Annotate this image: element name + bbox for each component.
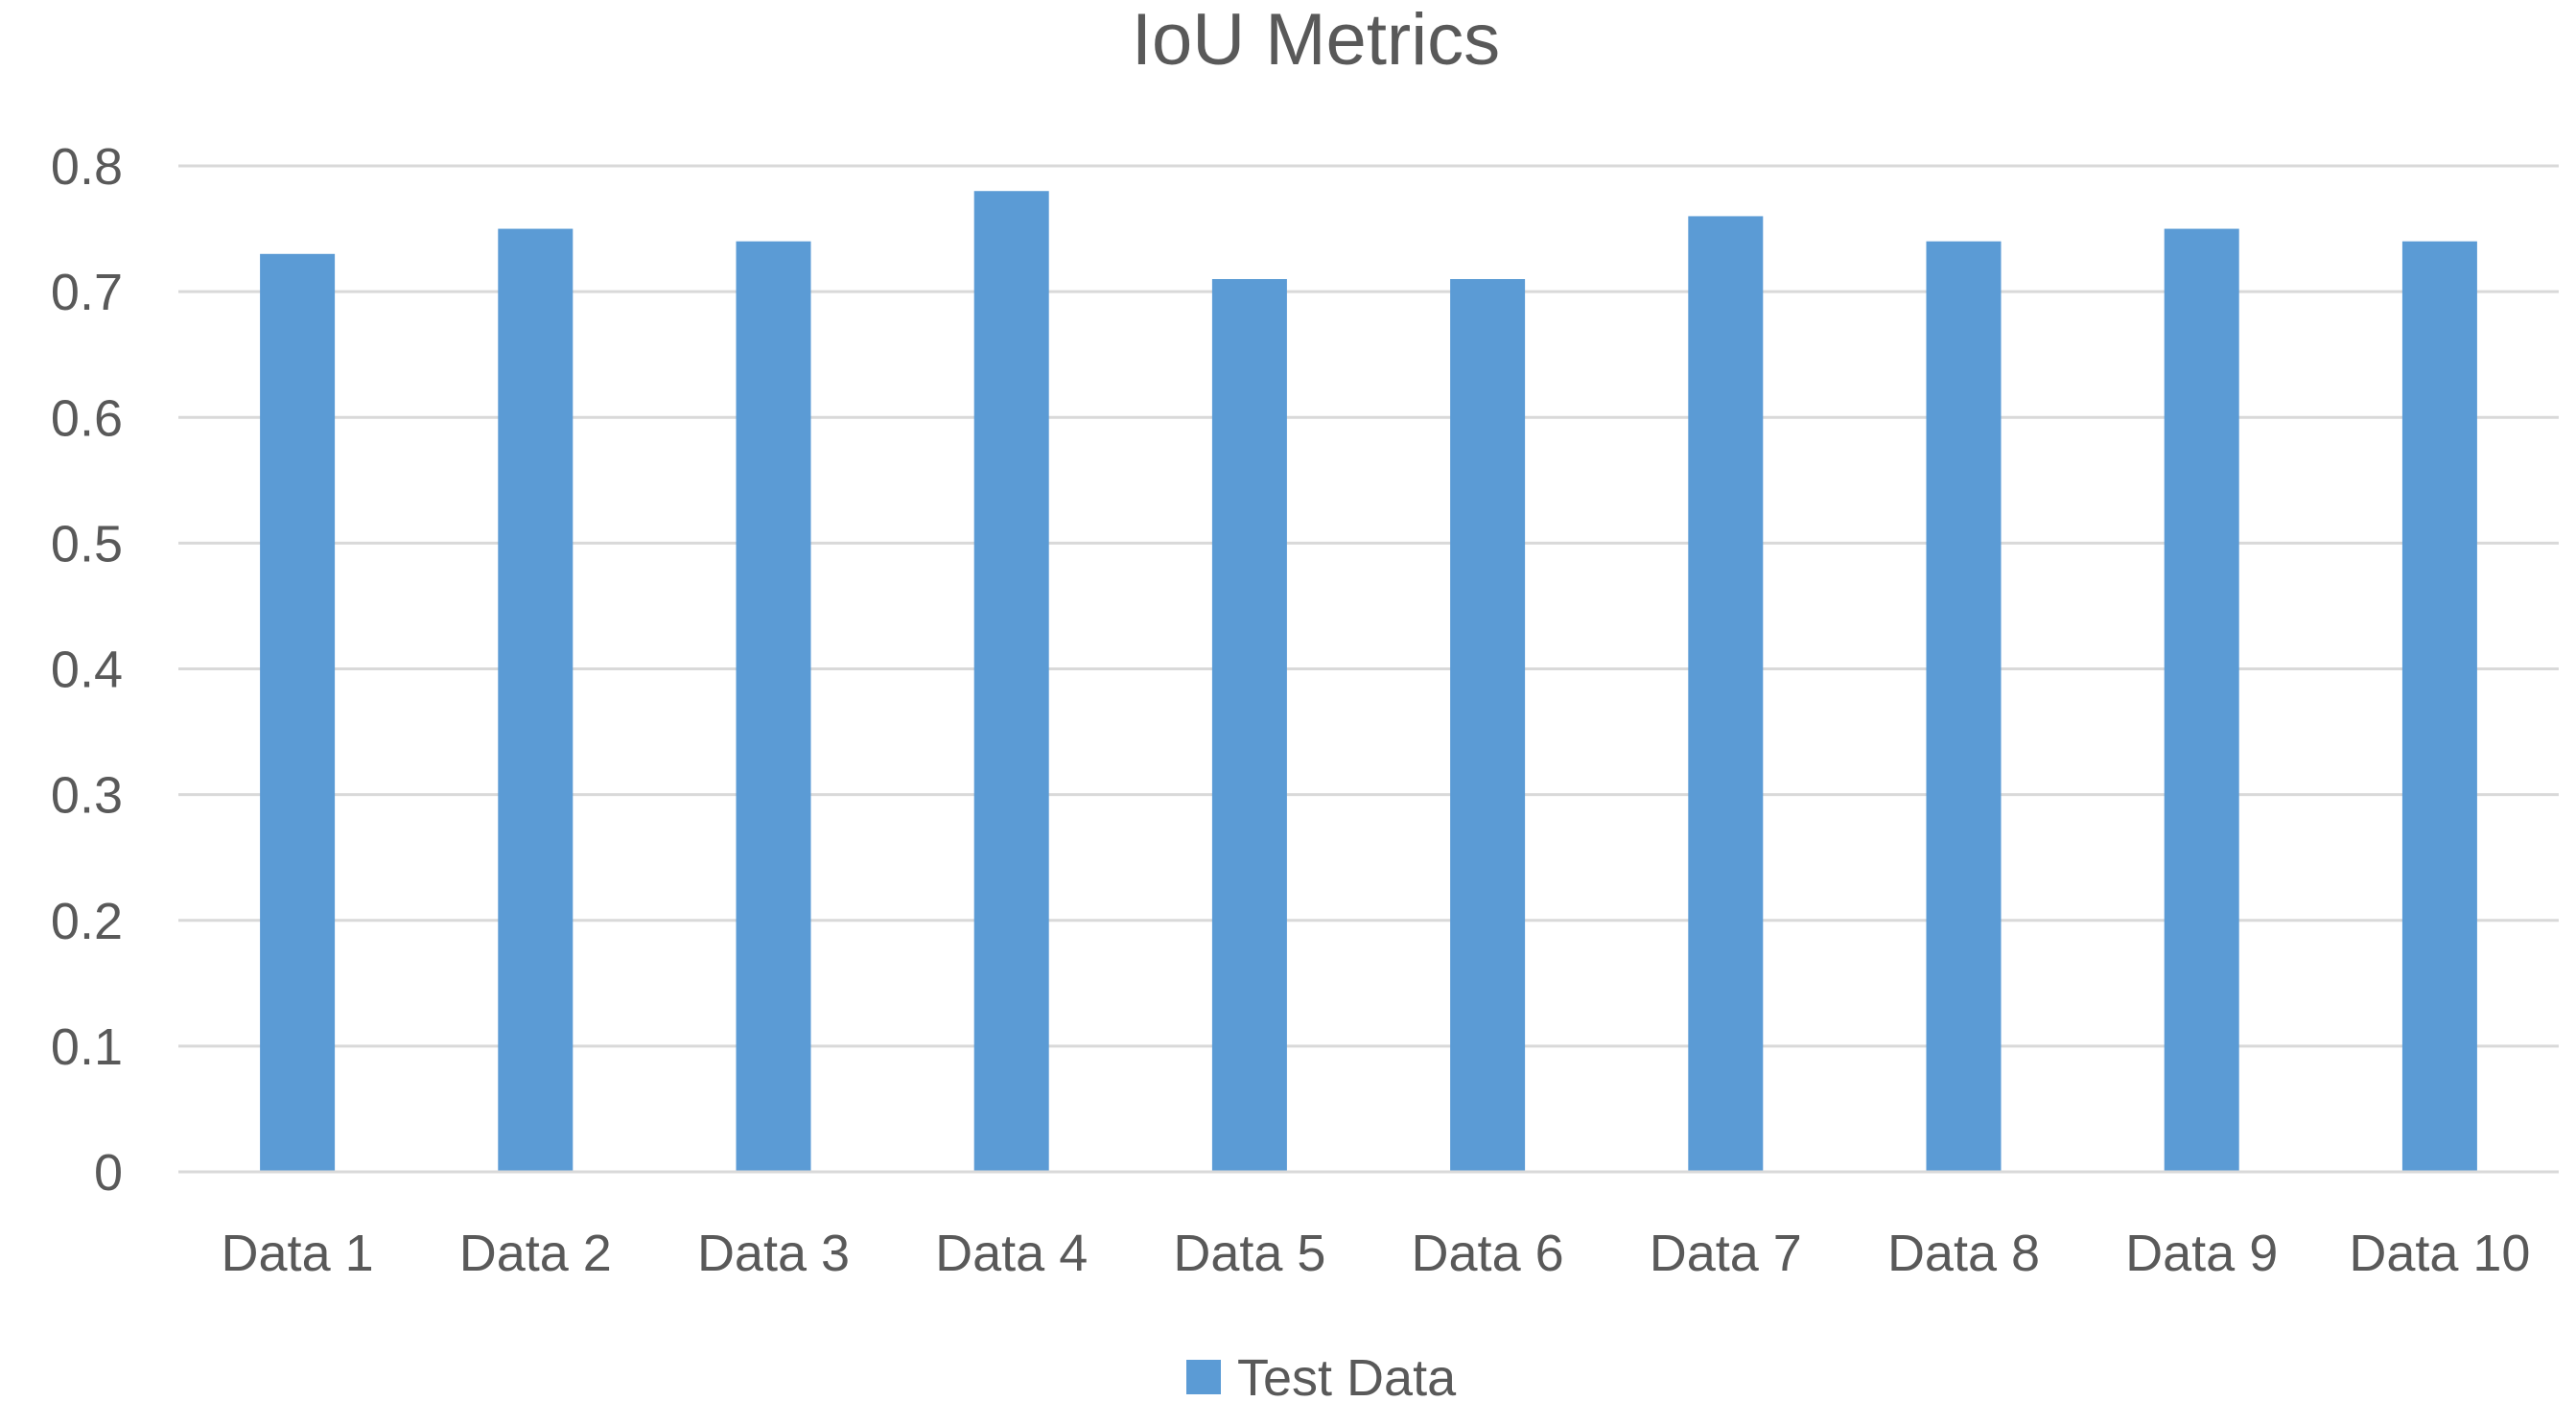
legend-label-test-data: Test Data (1237, 1349, 1457, 1407)
bar-series (260, 191, 2477, 1173)
bar-10 (2401, 241, 2477, 1173)
bar-7 (1688, 216, 1764, 1172)
y-tick-label: 0.3 (51, 767, 123, 825)
x-tick-label: Data 3 (697, 1225, 850, 1282)
bar-2 (498, 228, 574, 1172)
x-tick-label: Data 1 (222, 1225, 374, 1282)
y-tick-label: 0.2 (51, 893, 123, 950)
x-tick-label: Data 10 (2349, 1225, 2530, 1282)
x-tick-label: Data 7 (1650, 1225, 1802, 1282)
x-tick-label: Data 5 (1173, 1225, 1325, 1282)
y-axis-tick-labels: 0 0.1 0.2 0.3 0.4 0.5 0.6 0.7 0.8 (51, 138, 123, 1202)
chart-title: IoU Metrics (1132, 0, 1500, 81)
x-tick-label: Data 2 (459, 1225, 612, 1282)
gridlines (178, 164, 2559, 1048)
x-tick-label: Data 4 (935, 1225, 1088, 1282)
y-tick-label: 0.8 (51, 138, 123, 196)
x-axis-tick-labels: Data 1 Data 2 Data 3 Data 4 Data 5 Data 6 Data… (222, 1225, 2531, 1282)
x-tick-label: Data 8 (1887, 1225, 2040, 1282)
bar-1 (260, 253, 336, 1173)
x-tick-label: Data 6 (1412, 1225, 1564, 1282)
legend-swatch-test-data (1186, 1360, 1221, 1394)
y-tick-label: 0.4 (51, 642, 123, 699)
bar-8 (1926, 241, 2002, 1173)
bar-9 (2164, 228, 2239, 1172)
x-tick-label: Data 9 (2125, 1225, 2278, 1282)
bar-4 (973, 191, 1049, 1173)
bar-3 (736, 241, 811, 1173)
y-tick-label: 0.5 (51, 515, 123, 572)
y-tick-label: 0 (94, 1144, 123, 1202)
legend: Test Data (1186, 1349, 1457, 1407)
y-tick-label: 0.6 (51, 389, 123, 447)
y-tick-label: 0.1 (51, 1018, 123, 1076)
bar-5 (1211, 279, 1287, 1172)
bar-6 (1450, 279, 1526, 1172)
y-tick-label: 0.7 (51, 264, 123, 321)
